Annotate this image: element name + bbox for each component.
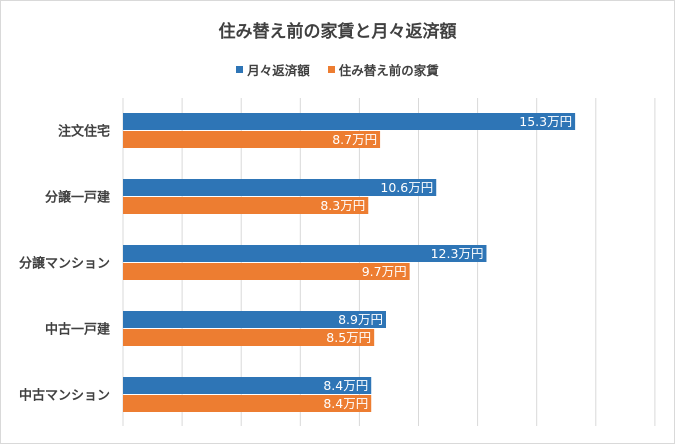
legend-item-rent: 住み替え前の家賃 — [327, 60, 439, 79]
data-label: 8.4万円 — [323, 378, 368, 393]
data-label: 9.7万円 — [362, 264, 407, 279]
legend-swatch-repayment — [236, 66, 244, 73]
data-label: 12.3万円 — [431, 246, 484, 261]
chart-title: 住み替え前の家賃と月々返済額 — [218, 22, 457, 42]
category-label: 分譲一戸建 — [45, 190, 110, 206]
category-label: 中古一戸建 — [45, 322, 110, 338]
category-label: 中古マンション — [19, 388, 110, 404]
bar — [123, 197, 369, 214]
legend-label-rent: 住み替え前の家賃 — [338, 63, 439, 78]
legend-swatch-rent — [327, 66, 335, 73]
bar — [123, 263, 410, 280]
data-label: 8.3万円 — [320, 198, 365, 213]
bar — [123, 329, 375, 346]
data-label: 8.9万円 — [338, 312, 383, 327]
category-label: 注文住宅 — [58, 124, 110, 140]
data-label: 8.7万円 — [332, 132, 377, 147]
bar — [123, 377, 372, 394]
data-label: 8.4万円 — [323, 396, 368, 411]
bar — [123, 311, 386, 328]
legend-item-repayment: 月々返済額 — [236, 60, 310, 79]
bar — [123, 113, 576, 130]
legend-label-repayment: 月々返済額 — [247, 63, 310, 78]
category-label: 分譲マンション — [19, 256, 110, 272]
data-label: 10.6万円 — [380, 180, 433, 195]
bar — [123, 179, 437, 196]
bar — [123, 245, 487, 262]
bar — [123, 131, 381, 148]
legend: 月々返済額 住み替え前の家賃 — [0, 60, 675, 79]
bar — [123, 395, 372, 412]
data-label: 8.5万円 — [326, 330, 371, 345]
data-label: 15.3万円 — [519, 114, 572, 129]
